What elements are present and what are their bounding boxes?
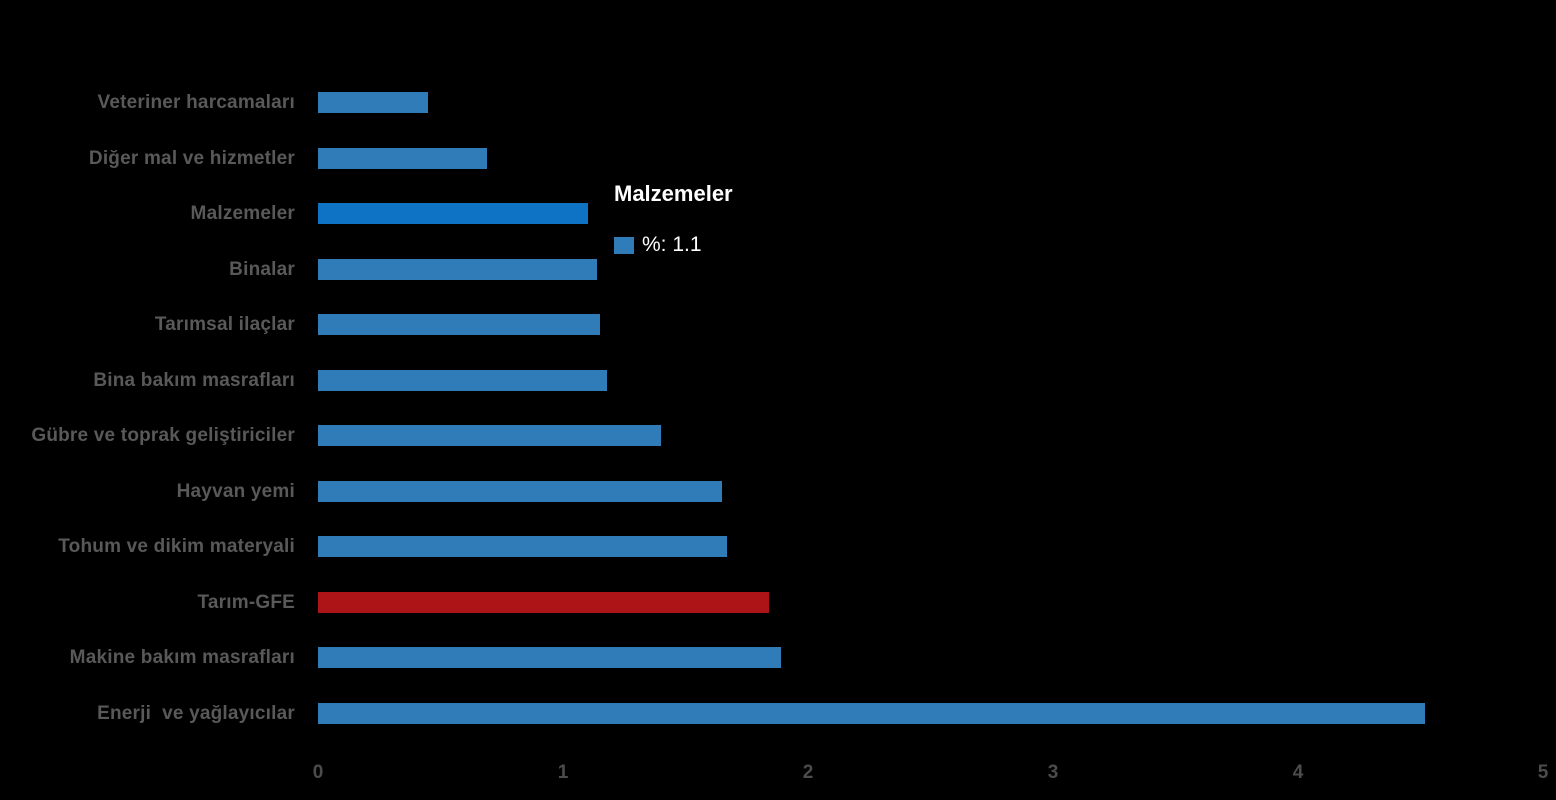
tooltip-value: %: 1.1 bbox=[642, 233, 702, 256]
bar[interactable] bbox=[318, 647, 781, 668]
bar[interactable] bbox=[318, 369, 607, 391]
x-tick-label: 2 bbox=[802, 762, 814, 783]
chart-row: Binalar bbox=[0, 258, 1556, 281]
bar[interactable] bbox=[318, 314, 600, 335]
category-label: Tarım-GFE bbox=[197, 591, 295, 613]
category-label: Makine bakım masrafları bbox=[69, 647, 295, 668]
category-label: Veteriner harcamaları bbox=[97, 92, 295, 113]
x-tick-label: 3 bbox=[1047, 762, 1059, 783]
bar-highlighted[interactable] bbox=[318, 203, 588, 224]
x-tick-label: 0 bbox=[312, 762, 324, 783]
bar[interactable] bbox=[318, 536, 727, 557]
category-label: Diğer mal ve hizmetler bbox=[88, 147, 295, 169]
category-label: Hayvan yemi bbox=[176, 480, 295, 502]
bar-tarim-gfe[interactable] bbox=[318, 591, 769, 613]
tooltip: Malzemeler %: 1.1 bbox=[614, 181, 733, 257]
chart-row: Gübre ve toprak geliştiriciler bbox=[0, 425, 1556, 447]
bar[interactable] bbox=[318, 147, 487, 169]
chart-row: Malzemeler bbox=[0, 203, 1556, 225]
category-label: Gübre ve toprak geliştiriciler bbox=[31, 425, 295, 446]
x-tick-label: 4 bbox=[1292, 762, 1304, 783]
bar[interactable] bbox=[318, 480, 722, 502]
x-tick-label: 5 bbox=[1537, 762, 1549, 783]
category-label: Malzemeler bbox=[190, 203, 295, 224]
category-label: Tohum ve dikim materyali bbox=[58, 536, 295, 557]
chart-row: Diğer mal ve hizmetler bbox=[0, 147, 1556, 170]
bar[interactable] bbox=[318, 702, 1425, 724]
chart-row: Bina bakım masrafları bbox=[0, 369, 1556, 392]
category-label: Enerji ve yağlayıcılar bbox=[97, 702, 295, 724]
category-label: Binalar bbox=[229, 258, 295, 280]
category-label: Tarımsal ilaçlar bbox=[154, 314, 295, 335]
tooltip-title: Malzemeler bbox=[614, 181, 733, 206]
x-tick-label: 1 bbox=[557, 762, 569, 783]
chart-row: Tohum ve dikim materyali bbox=[0, 536, 1556, 558]
bar[interactable] bbox=[318, 258, 597, 280]
chart-row: Enerji ve yağlayıcılar bbox=[0, 702, 1556, 725]
tooltip-series-row: %: 1.1 bbox=[614, 233, 733, 257]
chart-row: Tarım-GFE bbox=[0, 591, 1556, 614]
chart-row: Hayvan yemi bbox=[0, 480, 1556, 503]
chart-row: Veteriner harcamaları bbox=[0, 92, 1556, 114]
chart-row: Tarımsal ilaçlar bbox=[0, 314, 1556, 336]
category-label: Bina bakım masrafları bbox=[93, 369, 295, 391]
bar[interactable] bbox=[318, 425, 661, 446]
bar[interactable] bbox=[318, 92, 428, 113]
chart-row: Makine bakım masrafları bbox=[0, 647, 1556, 669]
series-swatch-icon bbox=[614, 236, 634, 254]
